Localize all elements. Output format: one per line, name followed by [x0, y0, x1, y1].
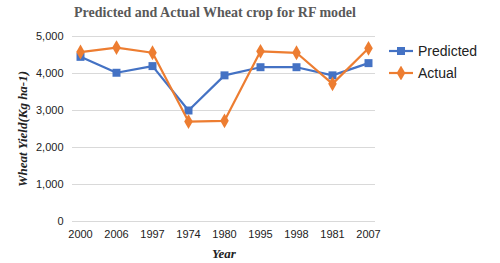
- svg-text:1980: 1980: [212, 228, 236, 240]
- svg-text:2000: 2000: [68, 228, 92, 240]
- html-text:Predicted and Actual Wheat cro: Predicted and Actual Wheat crop for RF m…: [74, 5, 356, 20]
- svg-text:1995: 1995: [248, 228, 272, 240]
- svg-text:1998: 1998: [284, 228, 308, 240]
- svg-text:Year: Year: [212, 246, 237, 261]
- html-text:Actual: Actual: [418, 65, 457, 81]
- svg-text:1981: 1981: [320, 228, 344, 240]
- svg-text:3,000: 3,000: [36, 104, 64, 116]
- svg-text:1997: 1997: [140, 228, 164, 240]
- html-text:Predicted: Predicted: [418, 43, 478, 59]
- svg-text:4,000: 4,000: [36, 67, 64, 79]
- svg-text:0: 0: [57, 215, 63, 227]
- svg-text:1974: 1974: [176, 228, 200, 240]
- svg-text:5,000: 5,000: [36, 30, 64, 42]
- svg-text:Wheat Yield(Kg ha-1): Wheat Yield(Kg ha-1): [15, 71, 30, 187]
- svg-text:2006: 2006: [104, 228, 128, 240]
- svg-text:2007: 2007: [356, 228, 380, 240]
- svg-text:1,000: 1,000: [36, 178, 64, 190]
- svg-text:2,000: 2,000: [36, 141, 64, 153]
